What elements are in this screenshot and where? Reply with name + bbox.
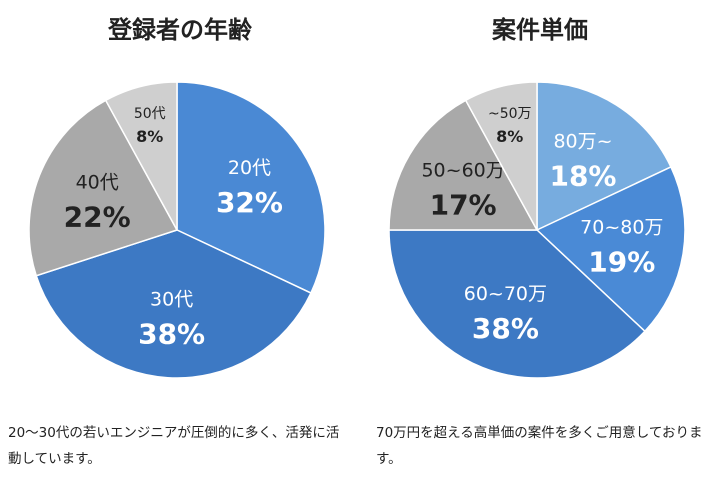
slice-value-label: 38% bbox=[472, 312, 539, 345]
pie-slice bbox=[388, 99, 539, 231]
slice-category-label: 30代 bbox=[150, 289, 193, 311]
slice-value-label: 38% bbox=[138, 318, 205, 351]
rate-panel: 案件単価 80万~ 18% 70~80万 19% 60~70万 38% 50~60万 17% ~… bbox=[360, 0, 720, 504]
pie-slice bbox=[535, 165, 686, 333]
pie-slice bbox=[464, 81, 538, 231]
age-caption: 20〜30代の若いエンジニアが圧倒的に多く、活発に活動しています。 bbox=[8, 425, 340, 467]
pie-slice bbox=[536, 81, 672, 232]
slice-category-label: 50~60万 bbox=[421, 159, 504, 181]
slice-category-label: 50代 bbox=[134, 106, 166, 122]
pie-slice bbox=[388, 229, 646, 379]
slice-label: 60~70万 38% bbox=[464, 283, 547, 345]
slice-value-label: 17% bbox=[430, 188, 497, 221]
slice-category-label: 40代 bbox=[76, 171, 119, 193]
slice-label: 80万~ 18% bbox=[549, 131, 616, 193]
rate-chart-title: 案件単価 bbox=[492, 16, 588, 44]
slice-category-label: 60~70万 bbox=[464, 283, 547, 305]
rate-caption: 70万円を超える高単価の案件を多くご用意しております。 bbox=[376, 425, 703, 467]
rate-pie-chart: 80万~ 18% 70~80万 19% 60~70万 38% 50~60万 17% ~50万 8% bbox=[388, 81, 686, 379]
slice-category-label: ~50万 bbox=[488, 106, 532, 122]
age-panel: 登録者の年齢 20代 32% 30代 38% 40代 22% 50代 8% 20〜30代の若い… bbox=[8, 16, 340, 467]
slice-value-label: 18% bbox=[549, 160, 616, 193]
slice-value-label: 8% bbox=[136, 127, 163, 146]
pie-slice bbox=[176, 81, 326, 295]
slice-category-label: 80万~ bbox=[553, 131, 612, 153]
age-chart-title: 登録者の年齢 bbox=[108, 16, 252, 44]
pie-slice bbox=[35, 229, 312, 379]
slice-label: ~50万 8% bbox=[488, 106, 532, 146]
pie-slice bbox=[28, 99, 179, 277]
pie-slice bbox=[104, 81, 178, 231]
slice-category-label: 70~80万 bbox=[580, 216, 663, 238]
slice-category-label: 20代 bbox=[228, 157, 271, 179]
slice-value-label: 19% bbox=[588, 245, 655, 278]
slice-value-label: 8% bbox=[496, 127, 523, 146]
slice-label: 50~60万 17% bbox=[421, 159, 504, 221]
slice-label: 70~80万 19% bbox=[580, 216, 663, 278]
slice-value-label: 22% bbox=[64, 200, 131, 233]
slice-value-label: 32% bbox=[216, 186, 283, 219]
